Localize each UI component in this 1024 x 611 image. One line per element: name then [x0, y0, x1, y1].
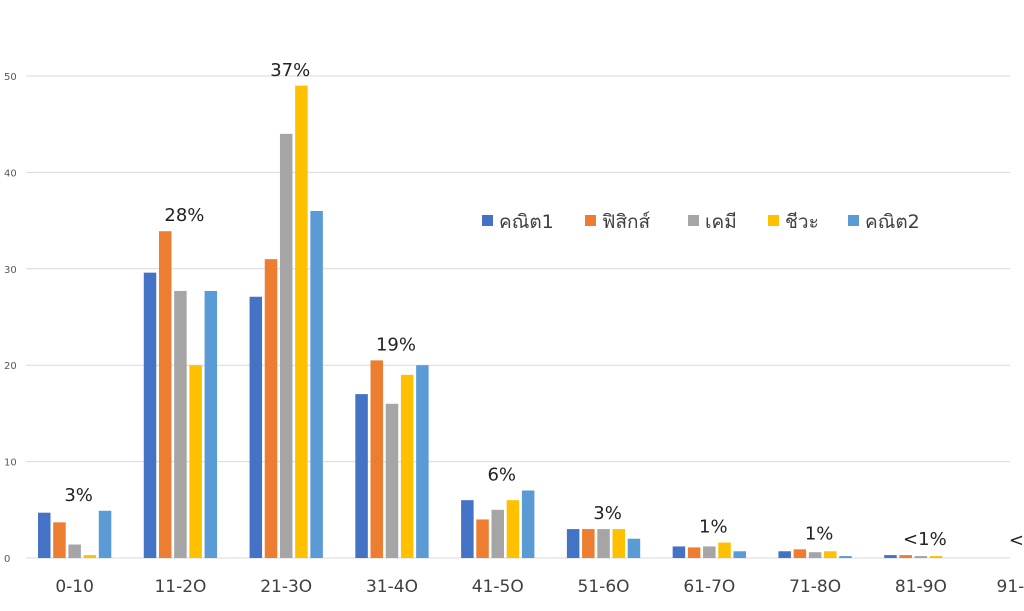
bar-1-7 [672, 546, 686, 558]
y-tick-label: 30 [4, 265, 17, 276]
percent-label: 6% [487, 465, 516, 486]
bar-5-6 [627, 538, 641, 558]
bar-3-2 [174, 290, 187, 558]
legend-label: เคมี [705, 211, 737, 233]
bar-4-9 [929, 556, 943, 558]
percent-label: 19% [376, 334, 416, 355]
bar-2-5 [476, 519, 489, 558]
gridlines [26, 75, 1010, 559]
percent-label: 1% [699, 517, 728, 538]
bar-4-7 [718, 542, 731, 558]
percent-annotations: 3% 28% 37% 19% 6% 3% 1% 1% <1% <1% [64, 60, 1024, 551]
bar-3-8 [808, 552, 822, 558]
bar-5-5 [521, 490, 535, 558]
percent-label: <1% [1009, 530, 1024, 551]
legend-swatch [768, 215, 779, 226]
legend-label: คณิต2 [865, 211, 920, 233]
bar-3-1 [68, 544, 81, 558]
legend-swatch [482, 215, 493, 226]
bar-1-1 [38, 512, 51, 558]
bar-3-6 [597, 529, 610, 558]
bar-4-2 [189, 365, 202, 558]
percent-label: 3% [64, 485, 93, 506]
bar-2-4 [370, 360, 384, 558]
bar-4-5 [506, 500, 520, 558]
legend-swatch [688, 215, 699, 226]
bar-2-6 [582, 529, 595, 558]
bar-1-5 [461, 500, 474, 558]
bar-3-4 [385, 403, 399, 558]
bar-2-9 [899, 555, 912, 558]
x-tick-label: 0-10 [55, 577, 94, 597]
bar-5-4 [416, 365, 429, 558]
bar-5-3 [310, 210, 323, 558]
bar-2-1 [53, 522, 66, 558]
bars [38, 85, 943, 559]
bar-1-9 [884, 555, 897, 558]
legend-swatch [585, 215, 596, 226]
legend-label: ชีวะ [785, 211, 819, 233]
y-tick-label: 0 [4, 554, 10, 565]
x-tick-label: 81-9O [895, 577, 947, 597]
bar-4-6 [612, 529, 625, 558]
percent-label: 1% [805, 523, 834, 544]
y-tick-label: 50 [4, 72, 17, 83]
percent-label: 28% [164, 205, 204, 226]
bar-1-4 [355, 394, 368, 558]
bar-3-5 [491, 509, 505, 558]
bar-2-3 [264, 259, 278, 558]
bar-1-2 [143, 272, 157, 558]
bar-2-7 [687, 547, 701, 558]
bar-5-1 [98, 510, 112, 558]
bar-5-7 [733, 551, 746, 558]
bar-5-2 [204, 290, 218, 558]
bar-1-8 [778, 551, 791, 558]
x-tick-label: 91-100 [997, 577, 1024, 597]
percent-label: <1% [903, 529, 947, 550]
x-tick-label: 21-3O [260, 577, 312, 597]
x-tick-label: 11-2O [154, 577, 206, 597]
bar-1-3 [249, 296, 263, 558]
legend-swatch [848, 215, 859, 226]
y-tick-label: 20 [4, 361, 17, 372]
bar-5-8 [839, 556, 852, 558]
bar-4-8 [824, 551, 837, 558]
percent-label: 3% [593, 503, 622, 524]
y-tick-label: 10 [4, 458, 17, 469]
y-axis-ticks: 0 10 20 30 40 50 [4, 72, 17, 565]
x-tick-label: 31-4O [366, 577, 418, 597]
bar-3-3 [279, 133, 293, 558]
legend-label: คณิต1 [499, 211, 554, 233]
bar-3-9 [914, 556, 928, 558]
legend-label: ฟิสิกส์ [602, 211, 651, 233]
legend: คณิต1 ฟิสิกส์ เคมี ชีวะ คณิต2 [482, 211, 920, 233]
bar-2-8 [793, 549, 807, 558]
bar-3-7 [703, 546, 716, 558]
y-tick-label: 40 [4, 168, 17, 179]
x-axis-ticks: 0-10 11-2O 21-3O 31-4O 41-5O 51-6O 61-7O 71-8O 8… [55, 577, 1024, 597]
bar-4-4 [400, 374, 414, 558]
x-tick-label: 41-5O [472, 577, 524, 597]
bar-4-1 [83, 555, 97, 558]
x-tick-label: 61-7O [683, 577, 735, 597]
x-tick-label: 51-6O [578, 577, 630, 597]
percent-label: 37% [270, 60, 310, 81]
bar-1-6 [566, 529, 580, 558]
bar-2-2 [158, 231, 172, 559]
bar-4-3 [295, 85, 308, 558]
x-tick-label: 71-8O [789, 577, 841, 597]
